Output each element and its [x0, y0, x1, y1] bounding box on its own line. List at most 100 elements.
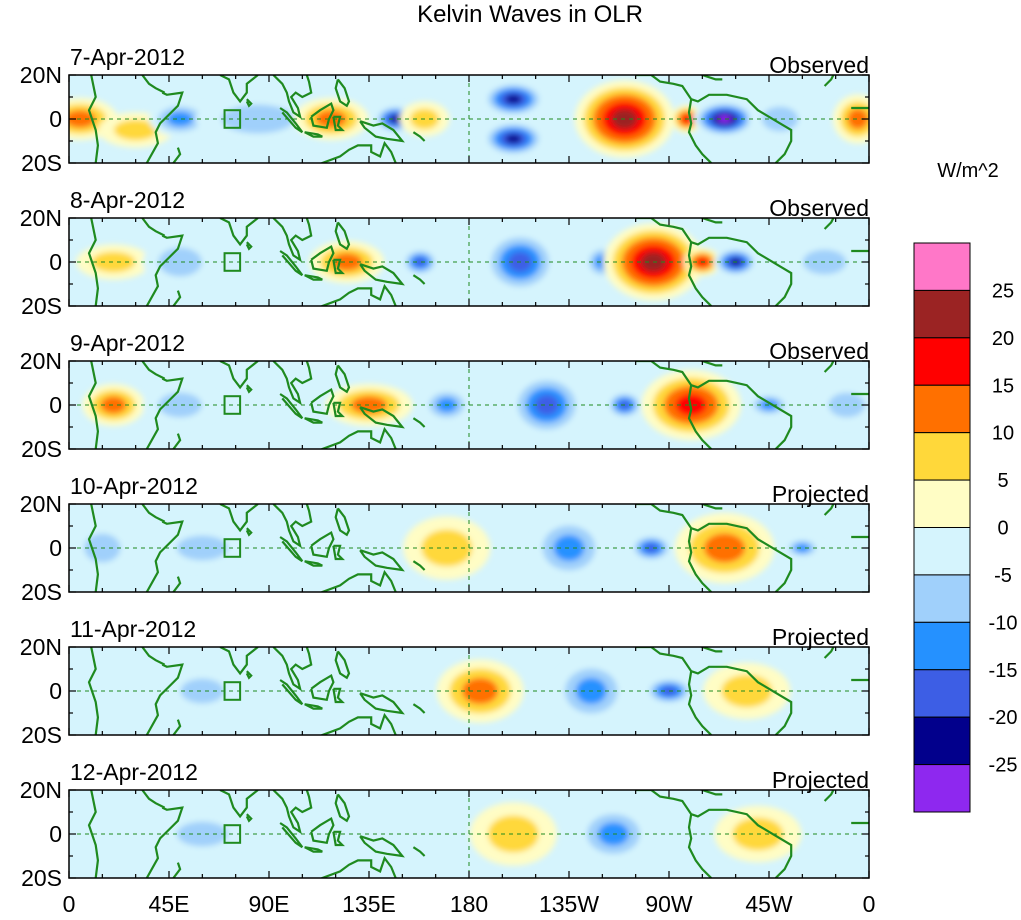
coastline — [87, 75, 100, 163]
coastline — [272, 504, 313, 549]
y-tick-label: 20N — [20, 491, 62, 517]
coastline — [823, 504, 835, 516]
anomaly-contour — [704, 533, 746, 563]
colorbar-label: -20 — [989, 707, 1018, 729]
coastline — [272, 75, 313, 120]
colorbar-swatch — [913, 479, 971, 529]
coastline — [334, 364, 351, 394]
coastline — [145, 806, 184, 878]
coastline — [412, 703, 426, 714]
panel-date: 9-Apr-2012 — [70, 330, 185, 356]
y-tick-label: 0 — [49, 535, 62, 561]
coastline — [700, 790, 723, 796]
panel-status: Projected — [772, 767, 869, 793]
coastline — [635, 790, 793, 878]
coastline — [332, 258, 345, 275]
coastline — [334, 793, 351, 823]
anomaly-contour — [644, 543, 659, 553]
coastline — [412, 274, 426, 285]
y-tick-label: 0 — [49, 821, 62, 847]
colorbar-label: 15 — [992, 375, 1014, 397]
coastline — [321, 855, 397, 878]
coastline — [359, 835, 405, 858]
coastline — [823, 361, 835, 373]
coastline — [635, 647, 793, 735]
colorbar-label: -25 — [989, 755, 1018, 777]
panel-status: Projected — [772, 481, 869, 507]
colorbar-label: -15 — [989, 660, 1018, 682]
coastline — [279, 107, 304, 134]
colorbar-swatch — [913, 574, 971, 623]
y-tick-label: 0 — [49, 392, 62, 418]
coastline — [304, 846, 323, 853]
coastline — [279, 536, 304, 563]
colorbar-swatch — [913, 527, 971, 576]
x-tick-label: 180 — [450, 891, 488, 917]
coastline — [823, 647, 835, 659]
anomaly-contour — [488, 815, 539, 853]
colorbar-swatch — [913, 621, 971, 671]
y-tick-label: 20S — [21, 436, 62, 462]
panel-status: Observed — [769, 195, 869, 221]
coastline — [635, 361, 793, 449]
coastline — [219, 361, 259, 390]
anomaly-contour — [176, 535, 228, 561]
coastline — [145, 377, 184, 449]
coastline — [310, 244, 335, 273]
y-tick-label: 20N — [20, 348, 62, 374]
colorbar-label: -10 — [989, 612, 1018, 634]
coastline — [635, 75, 793, 163]
coastline — [310, 673, 335, 702]
coastline — [310, 387, 335, 416]
coastline — [245, 813, 253, 823]
coastline — [219, 75, 259, 104]
coastline — [687, 242, 712, 306]
coastline — [687, 814, 712, 878]
coastline — [87, 361, 100, 449]
x-tick-label: 90E — [249, 891, 290, 917]
coastline — [219, 218, 259, 247]
coastline — [172, 290, 182, 306]
coastline — [332, 401, 345, 418]
coastline — [359, 406, 405, 429]
coastline — [172, 433, 182, 449]
panel-6: 20N 0 20S 12-Apr-2012 Projected — [20, 759, 870, 891]
panel-date: 11-Apr-2012 — [70, 616, 196, 642]
anomaly-contour — [100, 396, 127, 414]
x-tick-label: 135W — [539, 891, 599, 917]
y-tick-label: 20N — [20, 205, 62, 231]
y-tick-label: 20S — [21, 150, 62, 176]
coastline — [141, 647, 166, 666]
coastline — [272, 361, 313, 406]
coastline — [87, 504, 100, 592]
coastline — [304, 417, 323, 424]
coastline — [687, 671, 712, 735]
x-tick-label: 135E — [342, 891, 396, 917]
y-tick-label: 0 — [49, 249, 62, 275]
coastline — [310, 101, 335, 130]
coastline — [359, 549, 405, 572]
coastline — [245, 527, 253, 537]
coastline — [279, 250, 304, 277]
coastline — [700, 504, 723, 510]
panel-2: 20N 0 20S 8-Apr-2012 Observed — [20, 187, 870, 319]
x-tick-label: 0 — [863, 891, 876, 917]
coastline — [141, 504, 166, 523]
panel-date: 8-Apr-2012 — [70, 187, 185, 213]
x-tick-label: 90W — [645, 891, 693, 917]
colorbar-swatch — [913, 764, 971, 813]
anomaly-contour — [505, 94, 522, 104]
y-tick-label: 20N — [20, 62, 62, 88]
colorbar-label: -5 — [994, 565, 1012, 587]
panel-date: 7-Apr-2012 — [70, 44, 185, 70]
colorbar-label: 10 — [992, 423, 1014, 445]
coastline — [245, 384, 253, 394]
colorbar-swatch — [913, 289, 971, 339]
coastline — [145, 234, 184, 306]
coastline — [412, 417, 426, 428]
coastline — [272, 647, 313, 692]
y-tick-label: 0 — [49, 678, 62, 704]
panel-status: Observed — [769, 52, 869, 78]
anomaly-contour — [534, 394, 559, 416]
coastline — [332, 115, 345, 132]
